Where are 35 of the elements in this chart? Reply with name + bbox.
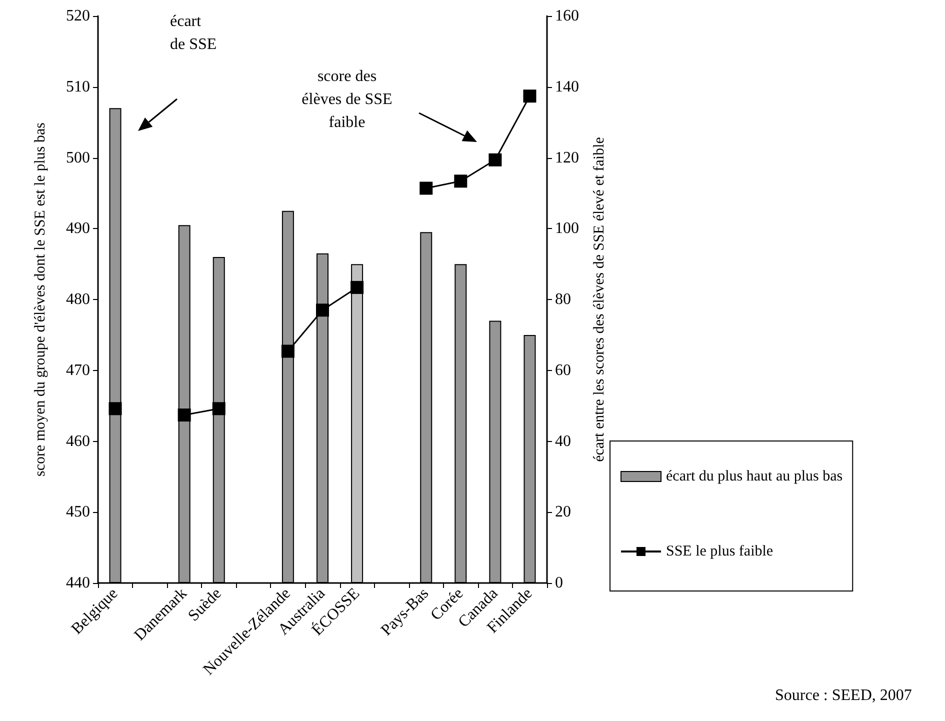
y-tick-label: 520 [66,8,90,24]
y-tick-label: 510 [66,78,90,96]
point [420,182,433,195]
y-tick-label: 450 [66,504,90,521]
point [316,304,329,317]
source-note: Source : SEED, 2007 [775,687,912,704]
y2-tick-label: 120 [555,149,579,166]
y-tick-label: 500 [66,149,90,166]
y2-tick-label: 160 [555,8,579,24]
y2-tick-label: 140 [555,78,579,96]
y-tick-label: 440 [66,574,90,592]
annotation: score des élèves de SSE faible [302,68,392,131]
point [488,153,502,166]
point [523,90,536,103]
point [454,174,468,188]
point [178,408,191,422]
point [281,344,294,358]
y-tick-label: 470 [66,362,90,379]
y2-tick-label: 40 [555,432,571,450]
point [350,280,364,294]
y2-tick-label: 0 [555,574,563,592]
y2-axis-title: écart entre les scores des élèves de SSE élevé et faible [592,136,608,462]
y-tick-label: 480 [66,291,90,308]
legend-label: SSE le plus faible [666,544,774,560]
y2-tick-label: 80 [555,291,571,308]
y2-tick-label: 20 [555,504,571,521]
point [212,402,226,416]
point [108,402,122,416]
y2-tick-label: 100 [555,220,579,238]
annotation: écart de SSE [170,13,217,53]
legend-label: écart du plus haut au plus bas [666,468,843,484]
y2-tick-label: 60 [555,362,571,379]
y-tick-label: 490 [66,220,90,238]
y-tick-label: 460 [66,432,90,450]
y-axis-title: score moyen du groupe d'élèves dont le SSE est le plus bas [32,122,48,476]
